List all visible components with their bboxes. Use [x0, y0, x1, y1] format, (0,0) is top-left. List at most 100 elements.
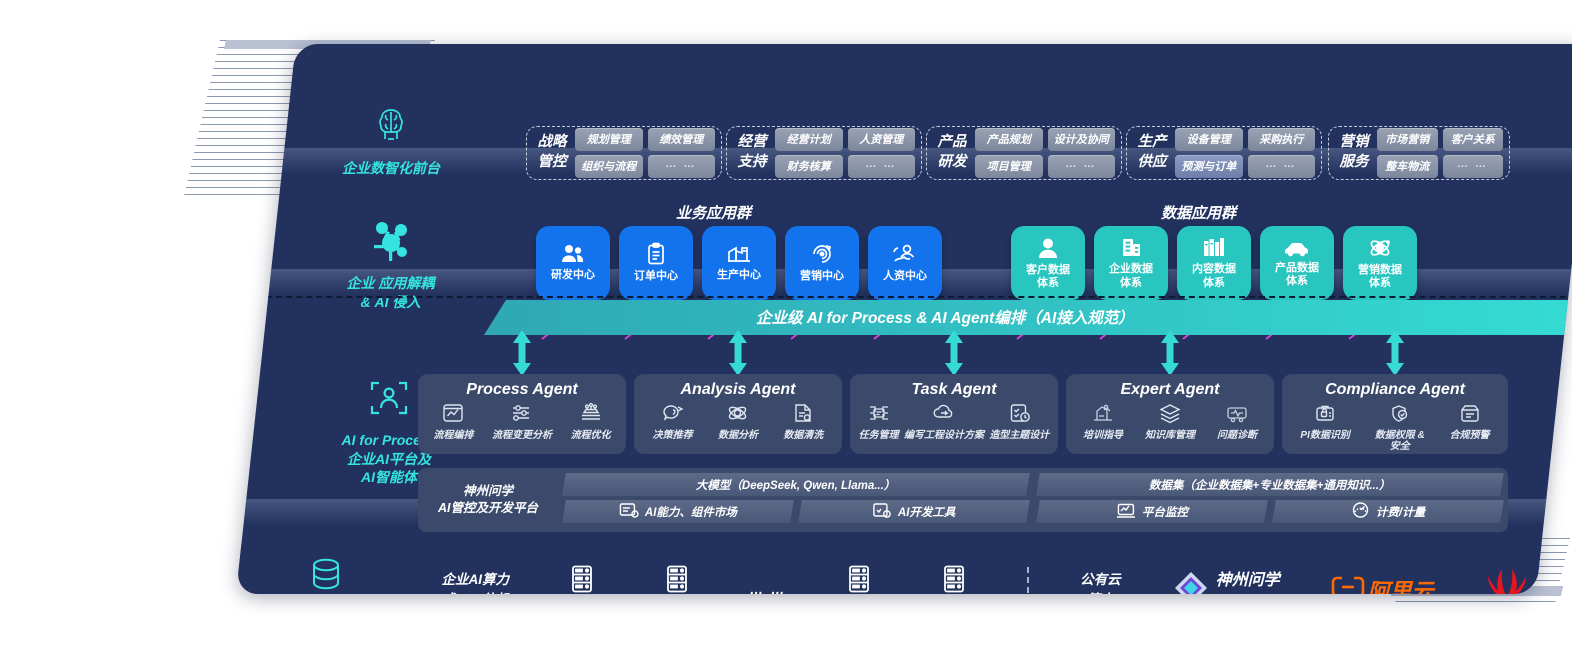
- app-card-label: 研发中心: [551, 269, 595, 282]
- agent-capability-label: 编写工程设计方案: [903, 429, 984, 441]
- domain-group: 战略 管控 规划管理 绩效管理 组织与流程… …: [526, 126, 722, 180]
- domain-chip-group: 经营计划 人资管理 财务核算… …: [775, 128, 915, 178]
- id-lock-icon: [1314, 402, 1336, 428]
- ai-platform-strip: 神州问学 AI管控及开发平台 大模型（DeepSeek, Qwen, Llama…: [418, 468, 1508, 532]
- agent-capability[interactable]: 数据分析: [718, 402, 758, 441]
- domain-chip[interactable]: … …: [1247, 155, 1315, 178]
- platform-billing-bar[interactable]: 计费/计量: [1272, 500, 1504, 523]
- domain-chip[interactable]: … …: [847, 155, 915, 178]
- app-card[interactable]: 产品数据 体系: [1260, 226, 1334, 300]
- agent-capability[interactable]: PI数据识别: [1300, 402, 1350, 441]
- target-icon: [810, 242, 834, 266]
- agent-card[interactable]: Expert Agent 培训指导 知识库管理 问题诊断: [1066, 374, 1274, 454]
- app-card-label: 生产中心: [717, 269, 761, 282]
- domain-chip[interactable]: 财务核算: [775, 155, 843, 178]
- agent-capability[interactable]: 流程优化: [571, 402, 611, 441]
- agent-link-arrow: [1386, 330, 1404, 381]
- app-card-label: 营销中心: [800, 270, 844, 283]
- domain-chip[interactable]: … …: [1442, 155, 1503, 178]
- domain-group: 生产 供应 设备管理 采购执行 预测与订单… …: [1126, 126, 1322, 180]
- orchestration-text: 企业级 AI for Process & AI Agent编排（AI接入规范）: [756, 310, 1134, 327]
- domain-group: 产品 研发 产品规划 设计及协同 项目管理… …: [926, 126, 1122, 180]
- person-scan-icon: [294, 376, 484, 424]
- agent-capability[interactable]: 造型主题设计: [989, 402, 1049, 441]
- domain-chip[interactable]: 预测与订单: [1175, 155, 1243, 178]
- agent-capability[interactable]: 编写工程设计方案: [904, 402, 984, 441]
- agent-capability[interactable]: 问题诊断: [1217, 402, 1257, 441]
- app-card-label: 客户数据 体系: [1026, 263, 1070, 289]
- app-card[interactable]: 营销数据 体系: [1343, 226, 1417, 300]
- platform-market-bar[interactable]: AI能力、组件市场: [562, 500, 794, 523]
- app-card-label: 营销数据 体系: [1358, 263, 1402, 289]
- domain-group: 营销 服务 市场营销 客户关系 整车物流… …: [1328, 126, 1510, 180]
- domain-chip[interactable]: 项目管理: [975, 155, 1043, 178]
- domain-chip[interactable]: … …: [1047, 155, 1115, 178]
- domain-chip[interactable]: 绩效管理: [647, 128, 715, 151]
- agent-card[interactable]: Process Agent 流程编排 流程变更分析 流程优化: [418, 374, 626, 454]
- compute-text-l1: 公有云: [1080, 571, 1121, 587]
- platform-dataset-bar[interactable]: 数据集（企业数据集+专业数据集+通用知识...）: [1036, 473, 1504, 496]
- logo-huawei[interactable]: HUAWEI: [1484, 567, 1530, 594]
- agent-capability[interactable]: 数据清洗: [783, 402, 823, 441]
- agent-capability[interactable]: 流程变更分析: [492, 402, 552, 441]
- database-icon: [236, 554, 416, 594]
- agent-capability-label: 数据权限 & 安全: [1374, 429, 1425, 453]
- agent-capability-label: 问题诊断: [1217, 429, 1257, 441]
- books-icon: [1202, 236, 1226, 259]
- domain-chip[interactable]: 客户关系: [1442, 128, 1503, 151]
- platform-devtool-bar[interactable]: AI开发工具: [798, 500, 1030, 523]
- domain-chip[interactable]: 规划管理: [575, 128, 643, 151]
- app-card[interactable]: 研发中心: [536, 226, 610, 300]
- agent-card[interactable]: Compliance Agent PI数据识别 数据权限 & 安全 合规预警: [1282, 374, 1508, 454]
- platform-llm-bar[interactable]: 大模型（DeepSeek, Qwen, Llama...）: [562, 473, 1030, 496]
- domain-chip-group: 产品规划 设计及协同 项目管理… …: [975, 128, 1115, 178]
- platform-col-left: 大模型（DeepSeek, Qwen, Llama...）: [562, 473, 1030, 527]
- cloud-gear-icon: [932, 402, 956, 428]
- domain-chip[interactable]: … …: [647, 155, 715, 178]
- app-card[interactable]: 生产中心: [702, 226, 776, 300]
- agent-capability-list: 流程编排 流程变更分析 流程优化: [424, 402, 620, 441]
- agent-capability[interactable]: 任务管理: [859, 402, 899, 441]
- agent-capability-label: 知识库管理: [1145, 429, 1195, 441]
- agent-card[interactable]: Analysis Agent 决策推荐 数据分析 数据清洗: [634, 374, 842, 454]
- domain-chip[interactable]: 人资管理: [847, 128, 915, 151]
- compute-node[interactable]: 数据中心: [560, 564, 604, 594]
- agent-capability[interactable]: 合规预警: [1450, 402, 1490, 441]
- logo-shenzhou-wenxue[interactable]: 神州问学Smart Vision: [1172, 569, 1280, 594]
- app-card[interactable]: 客户数据 体系: [1011, 226, 1085, 300]
- app-card[interactable]: 人资中心: [868, 226, 942, 300]
- compute-node[interactable]: AI一体机: [932, 564, 976, 594]
- compute-node[interactable]: AI一体机: [837, 564, 881, 594]
- agent-capability[interactable]: 数据权限 & 安全: [1375, 402, 1425, 453]
- domain-chip[interactable]: 市场营销: [1377, 128, 1438, 151]
- domain-chip[interactable]: 产品规划: [975, 128, 1043, 151]
- business-apps-cards: 研发中心 订单中心 生产中心 营销中心 人资中心: [536, 226, 942, 300]
- domain-chip[interactable]: 经营计划: [775, 128, 843, 151]
- row-label-front-office-text: 企业数智化前台: [342, 160, 440, 177]
- app-card-label: 订单中心: [634, 270, 678, 283]
- sliders-icon: [510, 402, 534, 428]
- agent-card[interactable]: Task Agent 任务管理 编写工程设计方案 造型主题设计: [850, 374, 1058, 454]
- agent-capability[interactable]: 知识库管理: [1145, 402, 1195, 441]
- agent-capability[interactable]: 流程编排: [433, 402, 473, 441]
- server-icon: [844, 564, 874, 594]
- domain-chip[interactable]: 设备管理: [1175, 128, 1243, 151]
- platform-monitor-bar[interactable]: 平台监控: [1036, 500, 1268, 523]
- agent-capability-list: 任务管理 编写工程设计方案 造型主题设计: [856, 402, 1052, 441]
- aliyun-mark-icon: [1331, 576, 1365, 594]
- domain-chip[interactable]: 组织与流程: [575, 155, 643, 178]
- app-card[interactable]: 订单中心: [619, 226, 693, 300]
- domain-chip[interactable]: 整车物流: [1377, 155, 1438, 178]
- domain-chip[interactable]: 采购执行: [1247, 128, 1315, 151]
- app-card[interactable]: 营销中心: [785, 226, 859, 300]
- domain-chip[interactable]: 设计及协同: [1047, 128, 1115, 151]
- agent-card-title: Compliance Agent: [1325, 381, 1465, 398]
- agent-capability[interactable]: 决策推荐: [653, 402, 693, 441]
- agent-capability-label: 流程变更分析: [491, 429, 552, 441]
- compute-node[interactable]: 数据中心: [655, 564, 699, 594]
- domain-group-title: 营销 服务: [1339, 134, 1369, 170]
- agent-capability[interactable]: 培训指导: [1083, 402, 1123, 441]
- app-card[interactable]: 内容数据 体系: [1177, 226, 1251, 300]
- app-card[interactable]: 企业数据 体系: [1094, 226, 1168, 300]
- logo-aliyun[interactable]: 阿里云: [1331, 574, 1434, 594]
